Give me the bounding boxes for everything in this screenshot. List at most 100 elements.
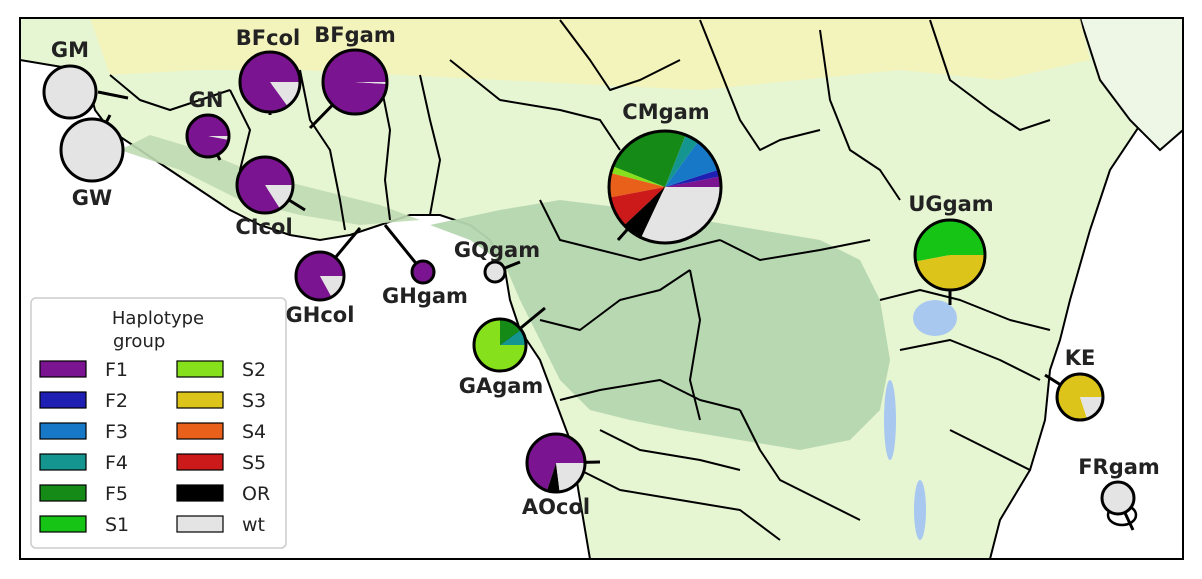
pie-outline-GHgam bbox=[410, 259, 436, 285]
pie-slice-GN-F1 bbox=[187, 115, 229, 158]
legend-item-wt: wt bbox=[176, 514, 265, 536]
legend-title-line1: Haplotype bbox=[112, 308, 204, 329]
pie-slice-AOcol-OR bbox=[547, 463, 560, 492]
legend-swatch-F3 bbox=[39, 422, 87, 440]
legend-label-S2: S2 bbox=[242, 359, 266, 381]
pie-slice-GM-wt bbox=[44, 66, 96, 118]
label-GHcol: GHcol bbox=[286, 303, 355, 327]
pie-slice-UGgam-S3 bbox=[915, 255, 985, 290]
pie-slice-FRgam-wt bbox=[1102, 482, 1134, 514]
haplotype-pies bbox=[42, 48, 1136, 516]
label-GW: GW bbox=[72, 186, 112, 210]
pie-outline-BFgam bbox=[321, 48, 389, 116]
pie-outline-GM bbox=[42, 64, 98, 120]
legend-item-S1: S1 bbox=[39, 514, 129, 536]
legend-swatch-OR bbox=[176, 484, 224, 502]
pie-slice-CMgam-OR bbox=[624, 187, 665, 238]
pie-slice-GQgam-wt bbox=[485, 262, 505, 282]
lake-malawi bbox=[914, 480, 926, 540]
label-CIcol: CIcol bbox=[235, 215, 292, 239]
label-GM: GM bbox=[51, 38, 89, 62]
pie-slice-GW-wt bbox=[61, 119, 123, 181]
legend-item-F4: F4 bbox=[39, 452, 128, 474]
legend-label-OR: OR bbox=[242, 483, 270, 505]
site-labels: GM GW BFcol BFgam GN CIcol GHcol GHgam G… bbox=[51, 23, 1160, 519]
legend-swatch-S5 bbox=[176, 453, 224, 471]
pie-GHgam bbox=[410, 259, 436, 285]
lake-victoria bbox=[913, 300, 957, 336]
label-KE: KE bbox=[1065, 346, 1096, 370]
map-frame bbox=[19, 17, 1184, 560]
legend-swatch-S3 bbox=[176, 391, 224, 409]
pie-outline-UGgam bbox=[913, 218, 987, 292]
pie-CIcol bbox=[235, 155, 295, 215]
pie-outline-FRgam bbox=[1100, 480, 1136, 516]
legend-swatch-S4 bbox=[176, 422, 224, 440]
pie-outline-GN bbox=[185, 113, 231, 159]
pie-slice-CMgam-F4 bbox=[665, 134, 698, 187]
legend-label-F3: F3 bbox=[105, 421, 128, 443]
lake-tanganyika bbox=[884, 380, 896, 460]
pie-GN bbox=[185, 113, 231, 159]
legend-item-S4: S4 bbox=[176, 421, 266, 443]
legend-swatch-F1 bbox=[39, 360, 87, 378]
label-FRgam: FRgam bbox=[1078, 455, 1160, 479]
pie-outline-GW bbox=[59, 117, 125, 183]
pie-outline-CIcol bbox=[235, 155, 295, 215]
label-CMgam: CMgam bbox=[622, 100, 709, 124]
legend-item-S3: S3 bbox=[176, 390, 266, 412]
legend-item-OR: OR bbox=[176, 483, 270, 505]
label-BFcol: BFcol bbox=[236, 26, 300, 50]
pie-slice-GAgam-F4 bbox=[500, 329, 526, 345]
pie-GAgam bbox=[472, 317, 528, 373]
legend-item-F2: F2 bbox=[39, 390, 128, 412]
label-GQgam: GQgam bbox=[454, 238, 540, 262]
pie-slice-CMgam-F3 bbox=[665, 141, 719, 187]
legend-item-S5: S5 bbox=[176, 452, 266, 474]
legend-label-S1: S1 bbox=[105, 514, 129, 536]
legend-label-S4: S4 bbox=[242, 421, 266, 443]
legend-items: F1 F2 F3 F4 F5 S1 S2 S3 S4 S5 OR wt bbox=[39, 359, 270, 536]
legend: Haplotype group F1 F2 F3 F4 F5 S1 S2 S3 S4 S5 OR wt bbox=[30, 297, 287, 549]
pie-slice-CMgam-S5 bbox=[609, 187, 665, 226]
rainforest bbox=[430, 200, 890, 450]
legend-item-S2: S2 bbox=[176, 359, 266, 381]
pie-slice-CMgam-F2 bbox=[665, 169, 721, 187]
label-GN: GN bbox=[189, 88, 224, 112]
pie-GHcol bbox=[294, 250, 346, 302]
pie-slice-GAgam-S2 bbox=[474, 319, 526, 371]
legend-title-line2: group bbox=[113, 331, 165, 352]
label-GHgam: GHgam bbox=[382, 284, 468, 308]
pie-outline-AOcol bbox=[525, 432, 587, 494]
pie-slice-CMgam-S2 bbox=[610, 166, 665, 187]
pie-BFgam bbox=[321, 48, 389, 116]
legend-label-F1: F1 bbox=[105, 359, 128, 381]
legend-item-F3: F3 bbox=[39, 421, 128, 443]
legend-item-F5: F5 bbox=[39, 483, 128, 505]
label-AOcol: AOcol bbox=[522, 495, 590, 519]
legend-swatch-S1 bbox=[39, 515, 87, 533]
land-arabia bbox=[1078, 18, 1183, 152]
label-BFgam: BFgam bbox=[314, 23, 395, 47]
pie-slice-BFgam-wt bbox=[355, 82, 387, 85]
pie-slice-UGgam-S1 bbox=[915, 219, 985, 262]
pie-slice-CMgam-F1 bbox=[665, 176, 721, 187]
legend-swatch-F2 bbox=[39, 391, 87, 409]
pie-outline-GHcol bbox=[294, 250, 346, 302]
country-borders bbox=[109, 19, 1051, 541]
pie-slice-GHcol-F1 bbox=[296, 252, 344, 301]
legend-swatch-F4 bbox=[39, 453, 87, 471]
legend-item-F1: F1 bbox=[39, 359, 128, 381]
pie-GM bbox=[42, 64, 98, 120]
pie-UGgam bbox=[913, 218, 987, 292]
pie-outline-CMgam bbox=[607, 129, 723, 245]
pie-slice-CMgam-S4 bbox=[609, 173, 665, 198]
label-GAgam: GAgam bbox=[459, 374, 544, 398]
pie-outline-KE bbox=[1055, 372, 1105, 422]
legend-label-F2: F2 bbox=[105, 390, 128, 412]
label-UGgam: UGgam bbox=[908, 192, 993, 216]
pie-slice-KE-S3 bbox=[1056, 373, 1103, 420]
legend-label-S3: S3 bbox=[242, 390, 266, 412]
pie-outline-BFcol bbox=[238, 50, 302, 114]
pie-GW bbox=[59, 117, 125, 183]
